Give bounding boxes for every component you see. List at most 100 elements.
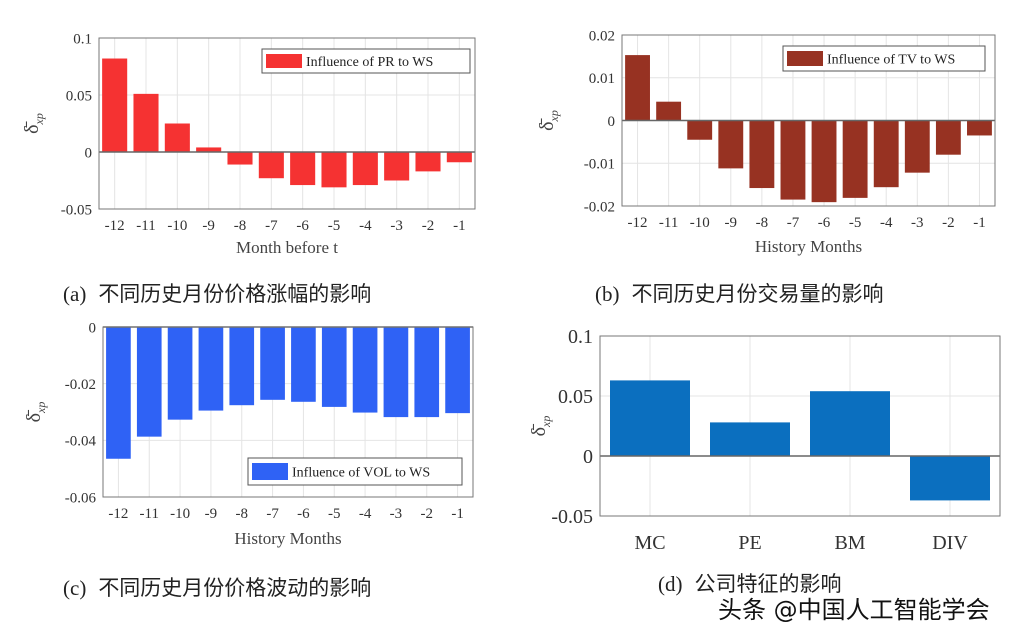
bar--5 [842,120,868,198]
caption-text: 公司特征的影响 [694,572,842,596]
bar-MC [610,380,690,456]
x-tick-label: -11 [136,218,155,234]
y-axis-subscript: xp [547,110,561,122]
caption-text: 不同历史月份价格波动的影响 [98,576,372,600]
bar--1 [445,327,470,414]
bar--5 [321,327,347,407]
caption-text: 不同历史月份交易量的影响 [631,282,884,306]
bar--9 [718,120,744,169]
x-tick-label: -4 [359,506,372,522]
x-tick-label: -8 [756,215,769,231]
x-tick-label: BM [834,532,865,554]
x-tick-label: -6 [818,215,831,231]
x-tick-label: -7 [266,506,279,522]
bar--6 [811,120,837,203]
x-tick-label: -2 [422,218,435,234]
x-tick-label: -10 [167,218,187,234]
x-tick-label: -5 [328,218,341,234]
caption-b: (b) 不同历史月份交易量的影响 [595,278,884,308]
x-tick-label: -8 [236,506,249,522]
x-axis-label: History Months [234,529,341,548]
x-tick-label: -6 [296,218,309,234]
legend-swatch [252,463,288,480]
y-tick-label: 0 [85,145,93,161]
y-tick-label: 0.05 [558,386,593,408]
x-tick-label: -11 [659,215,678,231]
bar--10 [167,327,193,420]
x-tick-label: -3 [390,506,403,522]
bar--6 [290,152,316,186]
y-tick-label: -0.05 [61,202,92,218]
bar--2 [414,327,440,418]
x-tick-label: -5 [849,215,862,231]
x-tick-label: -3 [911,215,924,231]
chart-b: -0.02 -0.01 0 0.01 0.02 -12 -11 -10 -9 -8 -7 -6 -5 -4… [536,28,996,256]
y-tick-label: 0.02 [589,28,615,44]
y-axis-subscript: xp [539,416,553,428]
bar--3 [384,152,410,181]
bar--11 [136,327,162,437]
x-tick-label: -1 [973,215,986,231]
bar--1 [446,152,472,163]
y-tick-label: -0.02 [65,377,96,393]
bar--10 [164,123,190,152]
y-tick-label: 0.01 [589,71,615,87]
bar--1 [967,120,992,136]
y-tick-label: -0.06 [65,490,97,506]
bar--9 [198,327,224,411]
x-tick-label: -6 [297,506,310,522]
x-tick-label: -12 [108,506,128,522]
x-tick-label: -8 [234,218,247,234]
x-tick-label: -4 [880,215,893,231]
y-axis-label: δ̄xp [23,402,48,423]
caption-d: (d) 公司特征的影响 [658,568,842,598]
x-axis-label: History Months [755,237,862,256]
bar--7 [258,152,284,179]
axes-frame [621,34,996,207]
x-tick-label: -10 [690,215,710,231]
x-tick-label: -9 [202,218,215,234]
bar--6 [291,327,316,402]
x-tick-label: -4 [359,218,372,234]
bar--8 [229,327,255,406]
y-axis-subscript: xp [32,113,46,125]
bar--4 [873,120,899,188]
x-tick-label: -3 [390,218,403,234]
legend-label: Influence of VOL to WS [292,466,430,481]
y-tick-label: -0.02 [584,199,615,215]
chart-c: -0.06 -0.04 -0.02 0 -12 -11 -10 -9 -8 -7 -6 -5 -4 -3 -… [23,320,474,548]
y-axis-subscript: xp [34,402,48,414]
x-tick-label: -10 [170,506,190,522]
bar--2 [935,120,961,155]
y-tick-label: 0.1 [568,326,593,348]
axes-frame [599,335,1001,517]
bar-DIV [910,456,990,501]
y-tick-label: 0 [608,114,616,130]
y-tick-label: 0 [583,446,593,468]
bar--10 [687,120,713,140]
x-tick-label: -7 [787,215,800,231]
bar--3 [383,327,409,418]
caption-label: (d) [658,572,683,596]
bar-BM [810,391,890,456]
axes-frame [98,37,476,210]
caption-label: (c) [63,576,87,600]
bar--5 [321,152,347,188]
bar--9 [196,147,222,152]
bar-PE [710,422,790,456]
x-tick-label: -1 [453,218,466,234]
y-axis-label: δ̄xp [21,113,46,134]
bar--7 [260,327,285,400]
watermark: 头条 @中国人工智能学会 [718,596,990,624]
legend-label: Influence of PR to WS [306,55,433,70]
x-axis-label: Month before t [236,238,338,257]
caption-a: (a) 不同历史月份价格涨幅的影响 [63,278,371,308]
bar--8 [227,152,253,165]
legend-swatch [266,54,302,68]
x-tick-label: -2 [421,506,434,522]
axes-frame [102,326,474,498]
bar--12 [625,55,650,121]
bar--11 [133,93,159,152]
bar--12 [102,58,128,152]
legend: Influence of PR to WS [261,48,471,74]
